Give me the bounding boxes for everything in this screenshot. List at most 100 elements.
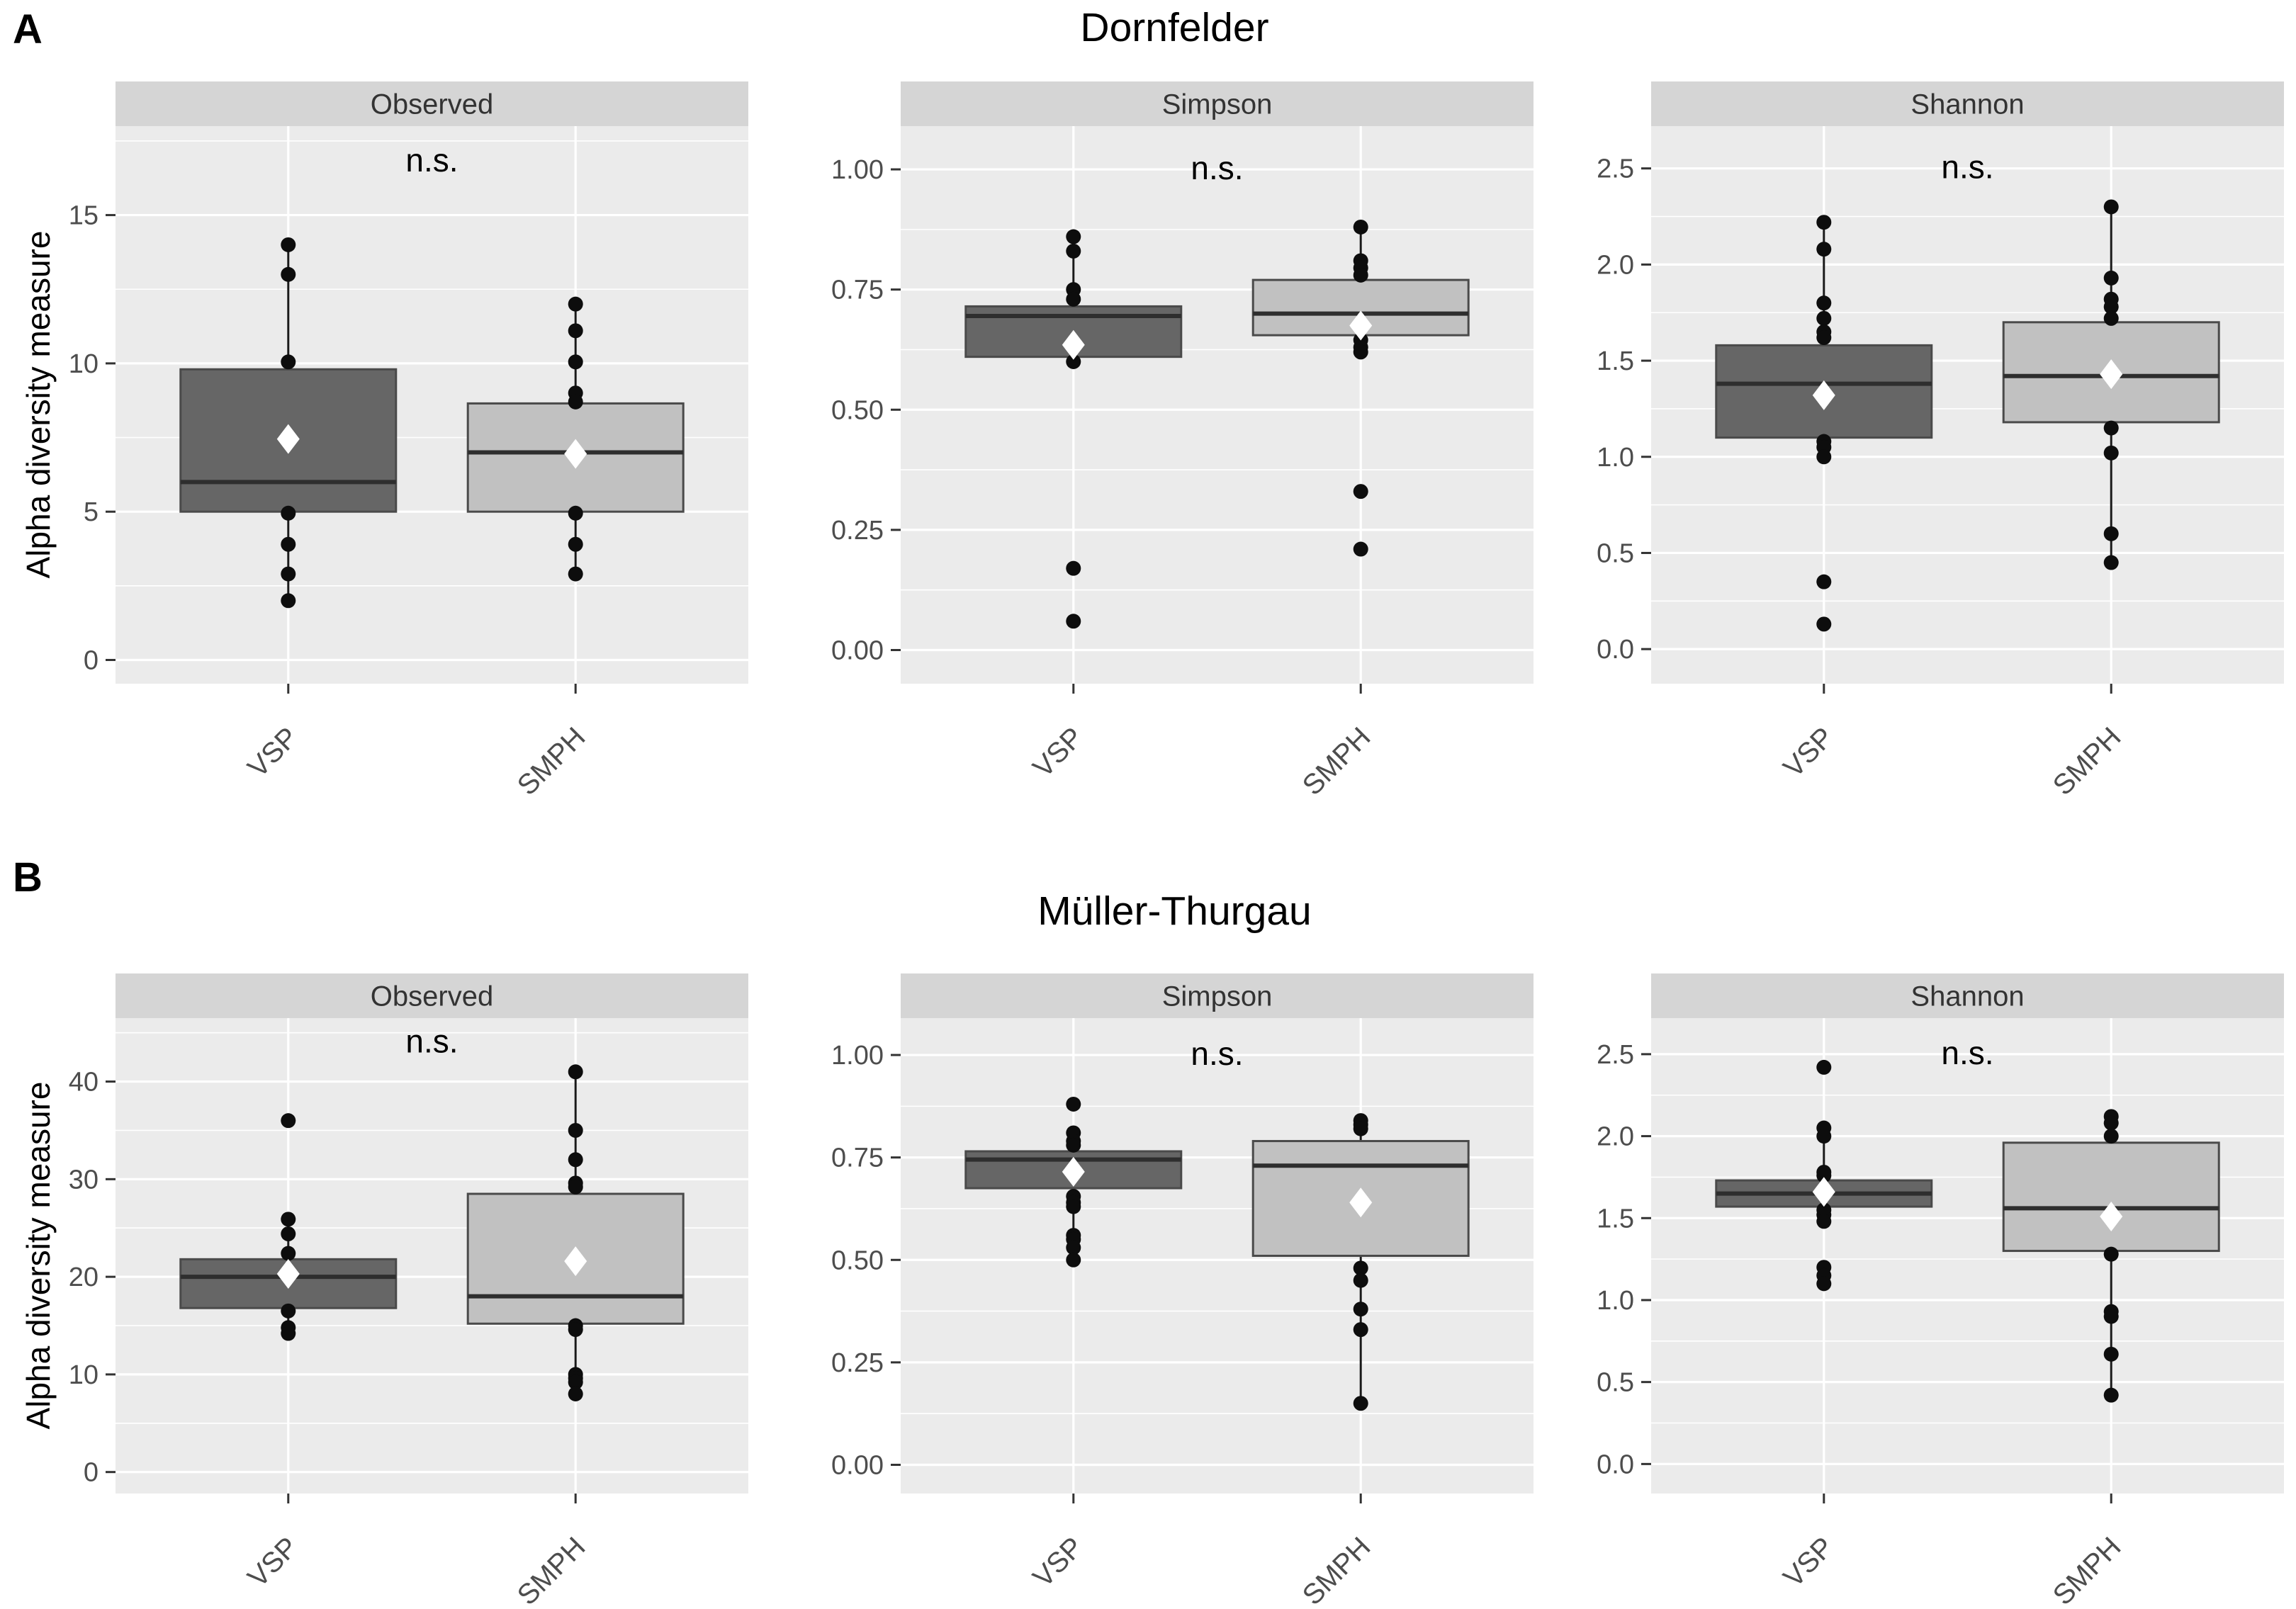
- y-tick-label: 1.0: [1597, 1286, 1634, 1316]
- data-point: [568, 1064, 583, 1080]
- data-point: [1353, 1302, 1368, 1317]
- data-point: [2103, 445, 2119, 461]
- significance-label: n.s.: [1191, 1035, 1243, 1072]
- mean-diamond: [2100, 1201, 2123, 1231]
- data-point: [2103, 199, 2119, 215]
- data-point: [1066, 243, 1081, 259]
- data-point: [281, 237, 296, 252]
- data-point: [1816, 449, 1832, 465]
- data-point: [568, 1374, 583, 1390]
- facet-strip: [901, 81, 1534, 126]
- data-point: [1353, 541, 1368, 557]
- x-category-label-vsp: VSP: [1027, 721, 1089, 784]
- y-tick-label: 0.0: [1597, 635, 1634, 665]
- boxplot-row-a: Observed 0 5 10 15 n.s. VSP SMPH Simpson 0.00 0.25…: [69, 81, 2284, 801]
- data-point: [568, 296, 583, 312]
- y-tick-label: 30: [69, 1165, 99, 1195]
- data-point: [1816, 1276, 1832, 1292]
- data-point: [1816, 616, 1832, 632]
- data-point: [1816, 215, 1832, 230]
- data-point: [1066, 1199, 1081, 1214]
- data-point: [568, 505, 583, 521]
- y-tick-label: 0.5: [1597, 538, 1634, 568]
- x-category-label-smph: SMPH: [2047, 1531, 2127, 1609]
- panel-background: [1651, 1018, 2284, 1494]
- mean-diamond: [1812, 380, 1835, 410]
- facet-strip-label: Simpson: [1162, 89, 1273, 120]
- data-point: [568, 1122, 583, 1138]
- data-point: [2103, 1246, 2119, 1262]
- data-point: [1816, 574, 1832, 589]
- row-title-dornfelder: Dornfelder: [1080, 5, 1269, 50]
- data-point: [1066, 614, 1081, 629]
- data-point: [1066, 1252, 1081, 1268]
- y-tick-label: 2.0: [1597, 1122, 1634, 1152]
- y-tick-label: 5: [84, 497, 99, 527]
- y-tick-label: 20: [69, 1263, 99, 1292]
- data-point: [1353, 484, 1368, 499]
- y-tick-label: 1.5: [1597, 346, 1634, 376]
- data-point: [1353, 1272, 1368, 1288]
- data-point: [568, 1386, 583, 1401]
- data-point: [281, 1326, 296, 1341]
- data-point: [568, 323, 583, 339]
- facet-strip-label: Simpson: [1162, 981, 1273, 1012]
- data-point: [2103, 310, 2119, 326]
- mean-diamond: [2100, 359, 2123, 390]
- facet-strip-label: Shannon: [1910, 89, 2024, 120]
- data-point: [1816, 330, 1832, 346]
- mean-diamond: [1812, 1177, 1835, 1207]
- mean-diamond: [564, 1246, 587, 1277]
- significance-label: n.s.: [1191, 149, 1243, 186]
- y-tick-label: 2.5: [1597, 154, 1634, 184]
- data-point: [1353, 1322, 1368, 1338]
- data-point: [2103, 1346, 2119, 1362]
- row-title-muller-thurgau: Müller-Thurgau: [1037, 888, 1312, 934]
- data-point: [568, 566, 583, 582]
- significance-label: n.s.: [405, 1022, 458, 1059]
- data-point: [2103, 555, 2119, 570]
- data-point: [2103, 1115, 2119, 1131]
- data-point: [2103, 526, 2119, 541]
- data-point: [281, 505, 296, 521]
- data-point: [1816, 1059, 1832, 1075]
- data-point: [281, 566, 296, 582]
- box-smph: [2002, 1141, 2220, 1253]
- facet-strip: [116, 973, 748, 1018]
- facet-strip-label: Shannon: [1910, 981, 2024, 1012]
- data-point: [568, 536, 583, 552]
- mean-diamond: [1349, 310, 1373, 341]
- y-tick-label: 1.0: [1597, 443, 1634, 473]
- y-tick-label: 1.00: [831, 155, 884, 185]
- data-point: [568, 1322, 583, 1338]
- panel-background: [901, 126, 1534, 684]
- y-tick-label: 1.00: [831, 1041, 884, 1071]
- y-tick-label: 0.25: [831, 1348, 884, 1378]
- data-point: [1816, 1129, 1832, 1144]
- facet-strip-label: Observed: [371, 981, 493, 1012]
- data-point: [281, 354, 296, 370]
- data-point: [568, 354, 583, 370]
- x-category-label-smph: SMPH: [1297, 1531, 1377, 1609]
- data-point: [1816, 1214, 1832, 1229]
- data-point: [568, 1152, 583, 1168]
- data-point: [568, 1179, 583, 1195]
- x-category-label-smph: SMPH: [512, 721, 592, 801]
- facet-strip: [1651, 973, 2284, 1018]
- x-category-label-vsp: VSP: [242, 1531, 304, 1593]
- facet-strip: [116, 81, 748, 126]
- y-tick-label: 0.75: [831, 1144, 884, 1173]
- x-category-label-vsp: VSP: [1777, 1531, 1840, 1593]
- facet-strip-label: Observed: [371, 89, 493, 120]
- y-tick-label: 2.0: [1597, 250, 1634, 280]
- x-category-label-smph: SMPH: [512, 1531, 592, 1609]
- y-tick-label: 10: [69, 1360, 99, 1390]
- data-point: [2103, 270, 2119, 286]
- data-point: [1353, 1260, 1368, 1276]
- data-point: [1066, 229, 1081, 244]
- mean-diamond: [1062, 1156, 1085, 1187]
- data-point: [1066, 291, 1081, 307]
- x-category-label-smph: SMPH: [1297, 721, 1377, 801]
- data-point: [1816, 242, 1832, 257]
- y-tick-label: 0.25: [831, 516, 884, 546]
